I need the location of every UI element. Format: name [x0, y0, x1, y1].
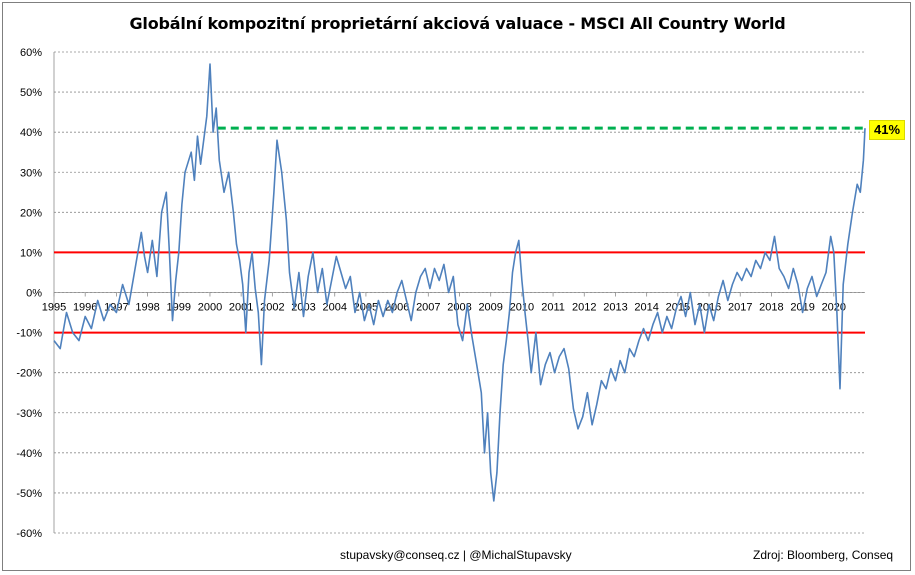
y-tick-label: 0% — [26, 288, 42, 300]
x-tick-label: 1998 — [135, 302, 159, 314]
x-tick-label: 2011 — [541, 302, 565, 314]
x-tick-label: 1996 — [73, 302, 97, 314]
y-tick-label: 60% — [20, 47, 42, 59]
x-tick-label: 2005 — [354, 302, 378, 314]
x-tick-label: 2003 — [291, 302, 315, 314]
latest-value-callout: 41% — [869, 120, 905, 140]
x-tick-label: 1999 — [167, 302, 191, 314]
x-tick-label: 2010 — [510, 302, 534, 314]
series-layer — [53, 63, 866, 502]
valuation-series-line — [53, 63, 866, 502]
x-axis-ticks: 1995 1996 1997 1998 1999 2000 2001 2002 2003 2004… — [42, 302, 846, 314]
x-tick-label: 2014 — [634, 302, 658, 314]
x-tick-label: 1995 — [42, 302, 66, 314]
x-tick-label: 2020 — [822, 302, 846, 314]
x-tick-label: 2019 — [790, 302, 814, 314]
x-tick-label: 2008 — [447, 302, 471, 314]
y-tick-label: 30% — [20, 167, 42, 179]
y-tick-label: 10% — [20, 247, 42, 259]
data-source: Zdroj: Bloomberg, Conseq — [753, 548, 894, 562]
y-tick-label: -60% — [16, 528, 42, 540]
x-tick-label: 2009 — [478, 302, 502, 314]
author-credit: stupavsky@conseq.cz | @MichalStupavsky — [340, 548, 572, 562]
y-tick-label: -20% — [16, 368, 42, 380]
x-tick-label: 2017 — [728, 302, 752, 314]
y-tick-label: -50% — [16, 488, 42, 500]
x-tick-label: 2001 — [229, 302, 253, 314]
x-tick-label: 2018 — [759, 302, 783, 314]
y-tick-label: -40% — [16, 448, 42, 460]
x-tick-label: 2000 — [198, 302, 222, 314]
x-tick-label: 2013 — [603, 302, 627, 314]
x-tick-label: 2004 — [322, 302, 346, 314]
y-axis-ticks: 60% 50% 40% 30% 20% 10% 0% -10% -20% -30% -40% -50%… — [16, 47, 42, 540]
y-tick-label: 40% — [20, 127, 42, 139]
y-tick-label: -10% — [16, 328, 42, 340]
gridlines — [53, 51, 865, 534]
x-tick-label: 2007 — [416, 302, 440, 314]
x-tick-label: 2012 — [572, 302, 596, 314]
x-tick-label: 2002 — [260, 302, 284, 314]
y-tick-label: -30% — [16, 408, 42, 420]
y-tick-label: 20% — [20, 207, 42, 219]
y-tick-label: 50% — [20, 87, 42, 99]
chart-title: Globální kompozitní proprietární akciová… — [129, 14, 786, 33]
